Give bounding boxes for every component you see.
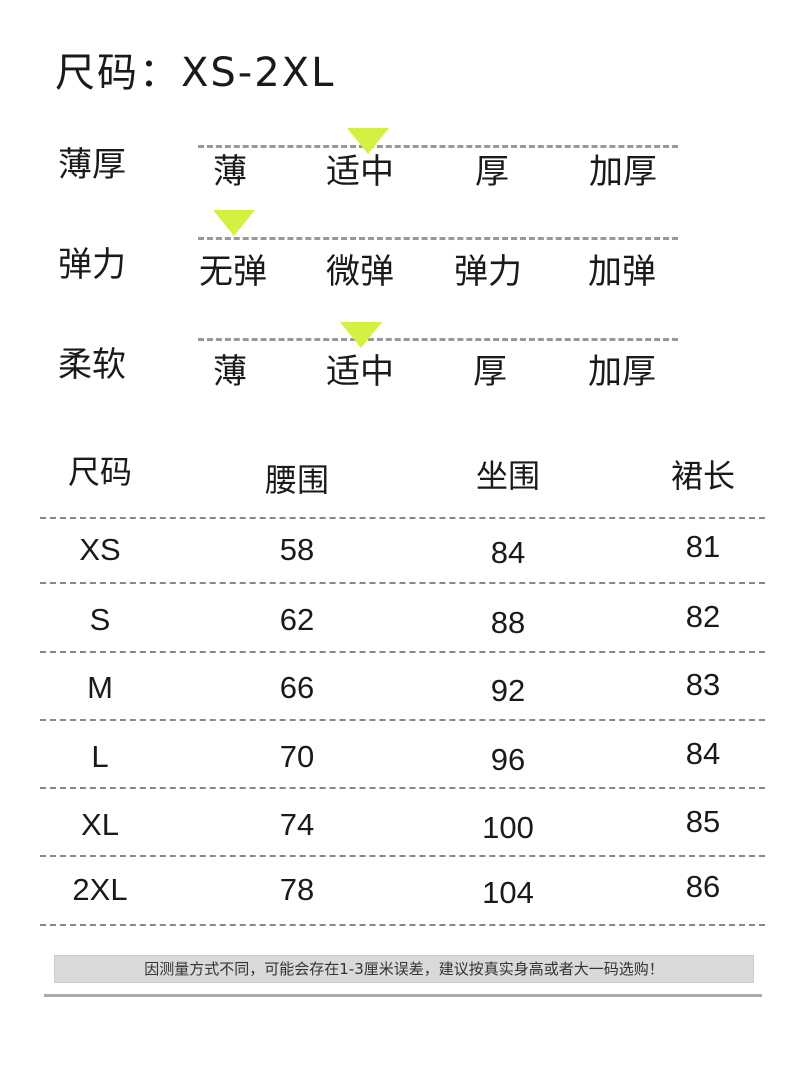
row-divider	[40, 651, 765, 653]
attribute-option: 厚	[473, 352, 507, 392]
attribute-scale-line	[198, 237, 678, 240]
attribute-option: 微弹	[326, 252, 394, 292]
table-header: 坐围	[475, 457, 541, 495]
table-cell: XS	[79, 532, 121, 567]
attribute-label: 柔软	[58, 345, 126, 385]
table-header: 裙长	[670, 457, 736, 495]
attribute-scale-line	[198, 145, 678, 148]
measurement-note: 因测量方式不同，可能会存在1-3厘米误差，建议按真实身高或者大一码选购！	[54, 955, 754, 983]
table-cell: 84	[685, 736, 721, 771]
table-cell: 84	[490, 535, 526, 570]
attribute-option: 加厚	[588, 352, 656, 392]
table-cell: 70	[279, 739, 315, 774]
table-cell: 62	[279, 602, 315, 637]
row-divider	[40, 582, 765, 584]
table-cell: S	[89, 602, 111, 637]
attribute-option: 弹力	[454, 252, 522, 292]
attribute-option: 适中	[326, 352, 394, 392]
selected-indicator-icon	[340, 322, 382, 348]
table-cell: L	[91, 739, 109, 774]
table-cell: 78	[279, 872, 315, 907]
attribute-option: 加弹	[588, 252, 656, 292]
table-cell: XL	[81, 807, 119, 842]
table-cell: 82	[685, 599, 721, 634]
row-divider	[40, 855, 765, 857]
page-title: 尺码：XS-2XL	[55, 50, 336, 96]
table-header: 腰围	[264, 461, 330, 499]
table-cell: 66	[279, 670, 315, 705]
table-cell: 100	[482, 810, 534, 845]
attribute-label: 薄厚	[58, 145, 126, 185]
bottom-divider	[44, 994, 762, 997]
table-cell: 2XL	[72, 872, 128, 907]
table-cell: 86	[685, 869, 721, 904]
attribute-option: 加厚	[589, 152, 657, 192]
table-header: 尺码	[67, 453, 133, 491]
row-divider	[40, 517, 765, 519]
attribute-option: 适中	[326, 152, 394, 192]
table-cell: 92	[490, 673, 526, 708]
table-cell: 96	[490, 742, 526, 777]
attribute-scale-line	[198, 338, 678, 341]
table-cell: 88	[490, 605, 526, 640]
table-cell: 74	[279, 807, 315, 842]
attribute-option: 薄	[213, 152, 247, 192]
table-cell: 104	[482, 875, 534, 910]
row-divider	[40, 787, 765, 789]
attribute-option: 厚	[475, 152, 509, 192]
row-divider	[40, 719, 765, 721]
table-cell: M	[87, 670, 113, 705]
attribute-label: 弹力	[58, 245, 126, 285]
table-cell: 81	[685, 529, 721, 564]
table-cell: 83	[685, 667, 721, 702]
selected-indicator-icon	[347, 128, 389, 154]
row-divider	[40, 924, 765, 926]
attribute-option: 无弹	[199, 252, 267, 292]
table-cell: 85	[685, 804, 721, 839]
table-cell: 58	[279, 532, 315, 567]
attribute-option: 薄	[213, 352, 247, 392]
selected-indicator-icon	[213, 210, 255, 236]
